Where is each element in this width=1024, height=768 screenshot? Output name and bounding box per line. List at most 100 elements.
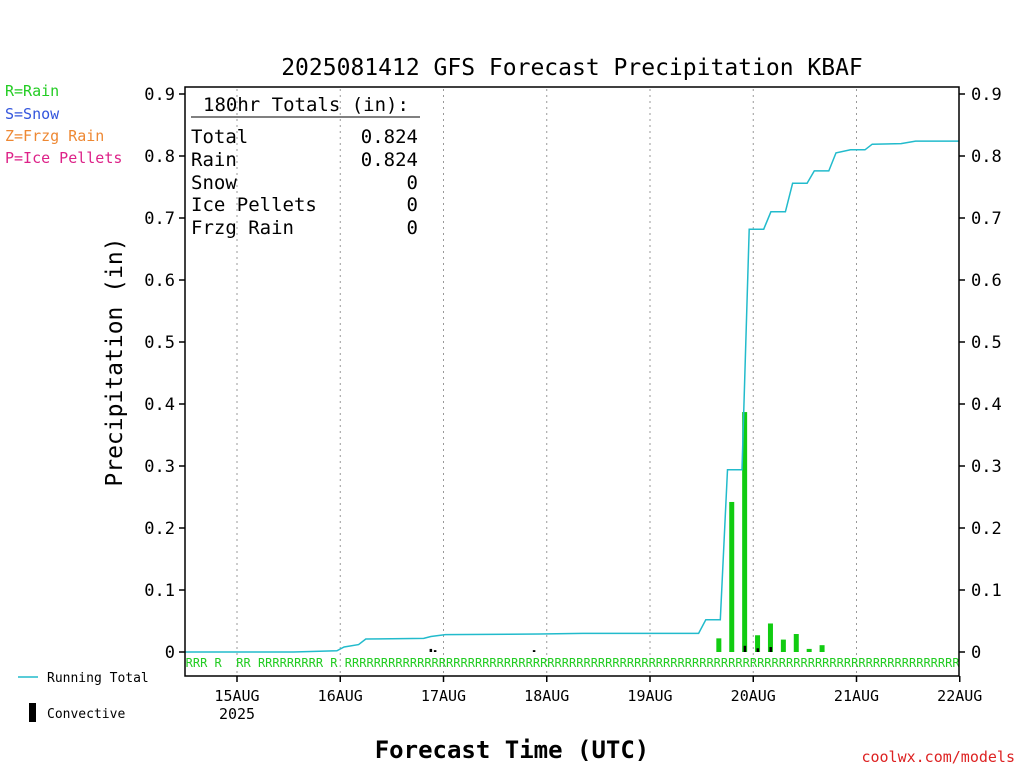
running-total-line <box>185 140 959 653</box>
rain-marker: R <box>815 656 823 670</box>
convective-bar <box>769 647 772 652</box>
chart-title: 2025081412 GFS Forecast Precipitation KB… <box>281 55 863 81</box>
rain-bar <box>780 639 786 652</box>
y-tick-label: 0.4 <box>144 395 175 415</box>
rain-marker: R <box>721 656 729 670</box>
y-tick-label-right: 0.9 <box>971 85 1002 105</box>
rain-marker: R <box>837 656 845 670</box>
rain-marker: R <box>591 656 599 670</box>
rain-marker: R <box>728 656 736 670</box>
totals-heading: 180hr Totals (in): <box>203 94 409 116</box>
rain-marker: R <box>489 656 497 670</box>
rain-marker: R <box>887 656 895 670</box>
y-tick-label: 0.5 <box>144 333 175 353</box>
rain-bars <box>716 412 825 652</box>
rain-marker: R <box>612 656 620 670</box>
rain-marker: R <box>395 656 403 670</box>
y-tick-label: 0.8 <box>144 147 175 167</box>
rain-marker: R <box>316 656 324 670</box>
rain-marker: R <box>750 656 758 670</box>
totals-value-ice-pellets: 0 <box>407 194 418 216</box>
convective-bar <box>743 645 747 652</box>
y-tick-label-right: 0.1 <box>971 581 1002 601</box>
legend-ice-pellets: P=Ice Pellets <box>5 149 122 167</box>
rain-marker: R <box>916 656 924 670</box>
convective-bar <box>433 650 437 652</box>
rain-marker: R <box>620 656 628 670</box>
rain-marker: R <box>583 656 591 670</box>
rain-marker: R <box>265 656 273 670</box>
credit-link[interactable]: coolwx.com/models <box>861 748 1015 766</box>
x-tick-label: 18AUG <box>524 687 569 705</box>
rain-marker: R <box>634 656 642 670</box>
y-tick-label: 0.1 <box>144 581 175 601</box>
rain-marker: R <box>504 656 512 670</box>
rain-marker: R <box>880 656 888 670</box>
rain-marker: R <box>475 656 483 670</box>
rain-marker: R <box>678 656 686 670</box>
rain-marker: R <box>569 656 577 670</box>
rain-marker: R <box>576 656 584 670</box>
rain-marker: R <box>243 656 251 670</box>
rain-marker: R <box>403 656 411 670</box>
rain-marker: R <box>873 656 881 670</box>
rain-marker: R <box>497 656 505 670</box>
rain-marker: R <box>345 656 353 670</box>
convective-bar <box>532 650 536 652</box>
rain-marker: R <box>641 656 649 670</box>
rain-bar <box>755 635 761 652</box>
y-tick-label: 0.7 <box>144 209 175 229</box>
rain-marker: R <box>808 656 816 670</box>
rain-marker: R <box>800 656 808 670</box>
x-tick-label: 19AUG <box>627 687 672 705</box>
rain-marker: R <box>902 656 910 670</box>
legend-convective-swatch <box>29 703 36 722</box>
legend-frzg-rain: Z=Frzg Rain <box>5 127 104 145</box>
rain-marker: R <box>605 656 613 670</box>
grid-lines <box>236 89 857 676</box>
rain-marker: R <box>735 656 743 670</box>
rain-marker: R <box>439 656 447 670</box>
totals-label-snow: Snow <box>191 172 237 194</box>
rain-marker: R <box>562 656 570 670</box>
rain-marker: R <box>236 656 244 670</box>
rain-marker: R <box>533 656 541 670</box>
convective-bars <box>429 645 772 652</box>
rain-marker: R <box>309 656 317 670</box>
rain-marker: R <box>829 656 837 670</box>
legend-snow: S=Snow <box>5 105 60 123</box>
rain-marker: R <box>858 656 866 670</box>
y-tick-label-right: 0.4 <box>971 395 1002 415</box>
rain-marker: R <box>895 656 903 670</box>
rain-marker: R <box>931 656 939 670</box>
totals-label-rain: Rain <box>191 149 237 171</box>
y-tick-label: 0.3 <box>144 457 175 477</box>
rain-marker: R <box>482 656 490 670</box>
convective-bar <box>429 648 433 652</box>
rain-marker: R <box>468 656 476 670</box>
rain-marker: R <box>649 656 657 670</box>
rain-marker: R <box>215 656 223 670</box>
legend-convective: Convective <box>47 707 125 722</box>
y-tick-label-right: 0 <box>971 643 981 663</box>
rain-marker: R <box>779 656 787 670</box>
totals-value-snow: 0 <box>407 172 418 194</box>
totals-box: 180hr Totals (in): Total 0.824 Rain 0.82… <box>191 94 420 239</box>
y-tick-label: 0.9 <box>144 85 175 105</box>
rain-marker: R <box>822 656 830 670</box>
y-tick-label-right: 0.3 <box>971 457 1002 477</box>
rain-marker: R <box>424 656 432 670</box>
rain-marker: R <box>656 656 664 670</box>
rain-marker: R <box>670 656 678 670</box>
rain-marker: R <box>432 656 440 670</box>
rain-marker: R <box>547 656 555 670</box>
y-tick-label: 0.6 <box>144 271 175 291</box>
rain-marker: R <box>945 656 953 670</box>
y-tick-label-right: 0.5 <box>971 333 1002 353</box>
y-tick-label: 0.2 <box>144 519 175 539</box>
rain-marker: R <box>272 656 280 670</box>
x-tick-label: 22AUG <box>937 687 982 705</box>
rain-marker: R <box>446 656 454 670</box>
rain-marker: R <box>280 656 288 670</box>
